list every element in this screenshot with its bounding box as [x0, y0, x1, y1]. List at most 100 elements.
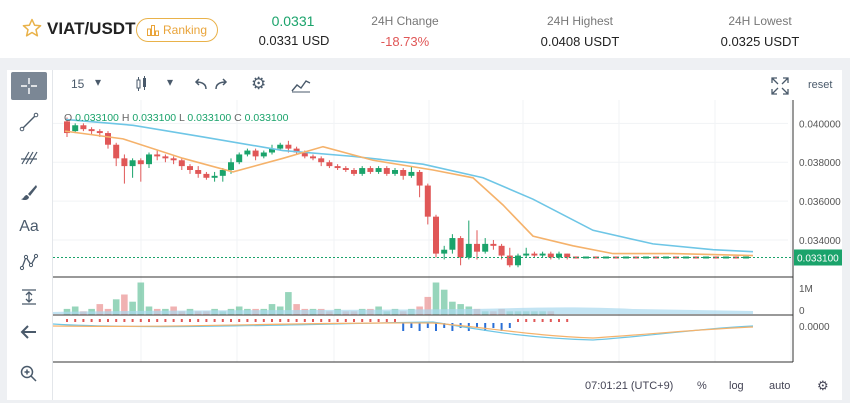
candle-body: [334, 166, 341, 169]
drawing-toolbar: Aa: [7, 70, 53, 400]
macd-bar: [230, 319, 232, 322]
redo-icon[interactable]: [215, 78, 229, 90]
candle-body: [367, 168, 374, 172]
macd-bar: [205, 319, 208, 322]
macd-bar: [295, 319, 298, 322]
undo-icon[interactable]: [193, 78, 207, 90]
reset-button[interactable]: reset: [808, 79, 833, 91]
indicators-icon[interactable]: [291, 77, 311, 93]
macd-bar: [549, 319, 552, 322]
candle-body: [633, 256, 639, 259]
back-tool[interactable]: [11, 318, 47, 346]
pattern-icon: [19, 253, 39, 271]
candle-body: [433, 216, 439, 254]
macd-bar: [492, 323, 495, 328]
macd-bar: [410, 323, 413, 328]
low-stat: 24H Lowest 0.0325 USDT: [710, 14, 810, 49]
candle-body: [285, 144, 292, 149]
candle-type-icon[interactable]: [135, 76, 149, 92]
macd-bar: [221, 319, 224, 322]
macd-bar: [353, 319, 355, 322]
candle-body: [653, 256, 659, 259]
macd-bar: [254, 319, 257, 322]
macd-bar: [541, 319, 544, 322]
macd-bar: [279, 319, 282, 322]
macd-bar: [172, 319, 175, 322]
trend-line-tool[interactable]: [11, 108, 47, 136]
macd-bar: [476, 323, 478, 328]
fullscreen-icon[interactable]: [771, 77, 789, 95]
candle-body: [408, 171, 415, 176]
macd-bar: [451, 323, 454, 331]
auto-scale-button[interactable]: auto: [769, 380, 791, 392]
chart-settings-gear-icon[interactable]: ⚙: [817, 378, 829, 393]
chart-topbar: 15 ▾ ▾ ⚙ reset: [53, 70, 842, 100]
price-chart[interactable]: 0.033100 0.040000 0.038000 0.036000 0.034000…: [53, 100, 842, 366]
macd-bar: [262, 319, 265, 322]
fib-tool[interactable]: [11, 143, 47, 171]
macd-bar: [148, 319, 150, 322]
change-label: 24H Change: [371, 14, 439, 28]
macd-bar: [320, 319, 323, 322]
pattern-tool[interactable]: [11, 248, 47, 276]
price-tick-label: 0.034000: [799, 236, 841, 247]
macd-tick-label: 0.0000: [799, 322, 830, 333]
candle-body: [121, 158, 128, 167]
candle-body: [154, 154, 161, 157]
favorite-star-icon[interactable]: [22, 18, 42, 38]
candle-body: [260, 152, 267, 157]
text-icon: Aa: [19, 218, 39, 235]
macd-bar: [508, 323, 511, 328]
candle-body: [137, 160, 144, 165]
ranking-button[interactable]: Ranking: [136, 18, 218, 42]
chart-type-dropdown-icon[interactable]: ▾: [167, 75, 174, 89]
high-label: 24H Highest: [546, 14, 614, 28]
text-tool[interactable]: Aa: [11, 213, 47, 241]
candle-body: [277, 144, 284, 149]
macd-bar: [394, 319, 396, 322]
trading-pair: VIAT/USDT: [47, 19, 136, 38]
macd-bar: [336, 319, 339, 322]
macd-bar: [115, 319, 118, 322]
macd-bar: [271, 319, 273, 322]
macd-bar: [74, 319, 77, 322]
macd-bar: [533, 319, 536, 322]
candle-body: [80, 125, 87, 130]
candle-body: [244, 150, 251, 155]
candle-body: [392, 170, 398, 174]
candle-body: [129, 160, 136, 167]
candle-body: [359, 168, 366, 174]
macd-bar: [443, 323, 446, 328]
price-tick-label: 0.040000: [799, 119, 841, 130]
interval-select[interactable]: 15: [71, 77, 85, 91]
candle-body: [556, 253, 562, 258]
measure-icon: [22, 289, 36, 305]
measure-tool[interactable]: [11, 283, 47, 311]
current-price-tag: [794, 249, 842, 266]
high-value: 0.0408 USDT: [540, 34, 620, 49]
macd-bar: [287, 319, 290, 322]
log-scale-button[interactable]: log: [729, 380, 744, 392]
candle-body: [219, 170, 226, 176]
candle-body: [523, 253, 530, 256]
settings-gear-icon[interactable]: ⚙: [251, 74, 267, 93]
candle-body: [252, 150, 259, 157]
crosshair-tool[interactable]: [11, 72, 47, 100]
candle-body: [178, 160, 185, 167]
zoom-tool[interactable]: [11, 360, 47, 388]
ranking-icon: [146, 24, 159, 36]
macd-bar: [517, 319, 519, 322]
chart-clock: 07:01:21 (UTC+9): [585, 380, 674, 392]
brush-tool[interactable]: [11, 178, 47, 206]
candle-body: [490, 243, 497, 246]
ohlc-close-label: C: [234, 112, 242, 124]
candle-body: [301, 152, 308, 157]
volume-tick-label: 1M: [799, 284, 813, 295]
percent-scale-button[interactable]: %: [697, 380, 707, 392]
macd-bar: [361, 319, 364, 322]
candle-body: [96, 131, 103, 134]
signal-line: [53, 322, 754, 339]
low-label: 24H Lowest: [728, 14, 792, 28]
dropdown-icon[interactable]: ▾: [95, 75, 102, 89]
macd-bar: [328, 319, 331, 322]
